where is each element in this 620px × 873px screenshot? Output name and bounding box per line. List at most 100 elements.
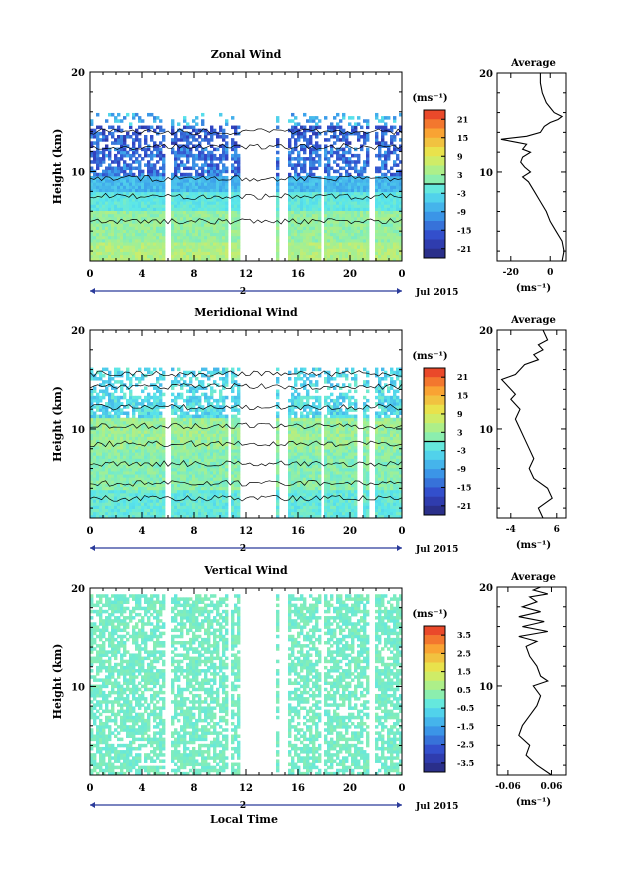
- heatmap-cell: [210, 427, 214, 431]
- heatmap-cell: [189, 238, 193, 243]
- heatmap-cell: [339, 220, 343, 224]
- heatmap-cell: [306, 141, 310, 145]
- colorbar-segment: [424, 248, 445, 259]
- heatmap-cell: [162, 238, 166, 243]
- heatmap-cell: [138, 455, 142, 459]
- heatmap-cell: [327, 201, 331, 205]
- heatmap-cell: [144, 414, 148, 419]
- heatmap-cell: [378, 182, 382, 186]
- heatmap-cell: [120, 153, 124, 158]
- heatmap-cell: [156, 452, 160, 456]
- heatmap-cell: [330, 248, 334, 252]
- average-x-tick-label: 0: [547, 268, 553, 278]
- heatmap-cell: [216, 452, 220, 456]
- heatmap-cell: [123, 445, 127, 450]
- heatmap-cell: [390, 210, 394, 215]
- heatmap-cell: [171, 251, 175, 256]
- heatmap-cell: [345, 235, 349, 240]
- heatmap-cell: [111, 424, 115, 428]
- heatmap-cell: [156, 442, 160, 447]
- heatmap-cell: [375, 245, 379, 249]
- heatmap-cell: [123, 229, 127, 234]
- heatmap-cell: [174, 191, 178, 196]
- heatmap-cell: [105, 213, 109, 218]
- heatmap-cell: [126, 474, 130, 478]
- heatmap-cell: [396, 242, 400, 246]
- heatmap-cell: [144, 445, 148, 450]
- heatmap-cell: [357, 191, 361, 196]
- heatmap-cell: [108, 433, 112, 437]
- heatmap-cell: [132, 207, 136, 211]
- heatmap-cell: [189, 408, 193, 412]
- heatmap-cell: [108, 424, 112, 428]
- heatmap-cell: [129, 439, 133, 444]
- heatmap-cell: [195, 505, 199, 509]
- heatmap-cell: [192, 163, 196, 167]
- heatmap-cell: [231, 169, 235, 174]
- heatmap-cell: [384, 179, 388, 183]
- average-frame: [496, 72, 567, 262]
- heatmap-cell: [120, 185, 124, 189]
- heatmap-cell: [192, 251, 196, 256]
- heatmap-cell: [99, 201, 103, 205]
- heatmap-cell: [90, 251, 94, 256]
- heatmap-cell: [291, 213, 295, 218]
- heatmap-cell: [126, 242, 130, 246]
- heatmap-cell: [105, 194, 109, 199]
- heatmap-cell: [120, 232, 124, 237]
- heatmap-cell: [120, 424, 124, 428]
- heatmap-cell: [132, 232, 136, 237]
- heatmap-cell: [123, 182, 127, 186]
- heatmap-cell: [156, 147, 160, 152]
- heatmap-cell: [339, 128, 343, 133]
- heatmap-cell: [237, 169, 241, 174]
- heatmap-cell: [183, 436, 187, 441]
- heatmap-cell: [318, 216, 322, 221]
- heatmap-cell: [192, 179, 196, 183]
- heatmap-cell: [387, 232, 391, 237]
- heatmap-cell: [213, 380, 217, 384]
- heatmap-cell: [150, 204, 154, 208]
- heatmap-cell: [345, 242, 349, 246]
- heatmap-cell: [129, 398, 133, 403]
- heatmap-cell: [129, 242, 133, 246]
- heatmap-cell: [150, 417, 154, 422]
- heatmap-cell: [177, 188, 181, 193]
- heatmap-cell: [162, 496, 166, 500]
- heatmap-cell: [177, 251, 181, 256]
- heatmap-cell: [204, 502, 208, 506]
- heatmap-cell: [198, 505, 202, 509]
- heatmap-cell: [204, 449, 208, 453]
- heatmap-cell: [327, 235, 331, 240]
- heatmap-cell: [387, 179, 391, 183]
- heatmap-cell: [162, 223, 166, 227]
- heatmap-cell: [312, 116, 316, 120]
- heatmap-cell: [159, 175, 163, 180]
- heatmap-cell: [108, 220, 112, 224]
- heatmap-cell: [297, 226, 301, 230]
- heatmap-cell: [399, 220, 403, 224]
- heatmap-cell: [288, 179, 292, 183]
- heatmap-cell: [216, 135, 220, 139]
- heatmap-cell: [342, 182, 346, 186]
- heatmap-cell: [291, 147, 295, 152]
- heatmap-cell: [201, 172, 205, 177]
- heatmap-cell: [105, 505, 109, 509]
- contour-line: [89, 128, 403, 135]
- heatmap-cell: [375, 226, 379, 230]
- heatmap-cell: [348, 157, 352, 161]
- heatmap-cell: [162, 157, 166, 161]
- heatmap-cell: [192, 439, 196, 444]
- heatmap-cell: [120, 210, 124, 215]
- heatmap-cell: [105, 502, 109, 506]
- heatmap-cell: [183, 194, 187, 199]
- heatmap-cell: [357, 254, 361, 259]
- heatmap-cell: [138, 508, 142, 513]
- heatmap-cell: [135, 511, 139, 516]
- heatmap-cell: [393, 182, 397, 186]
- heatmap-cell: [210, 449, 214, 453]
- heatmap-cell: [393, 248, 397, 252]
- heatmap-cell: [93, 405, 97, 409]
- heatmap-cell: [90, 179, 94, 183]
- heatmap-cell: [159, 147, 163, 152]
